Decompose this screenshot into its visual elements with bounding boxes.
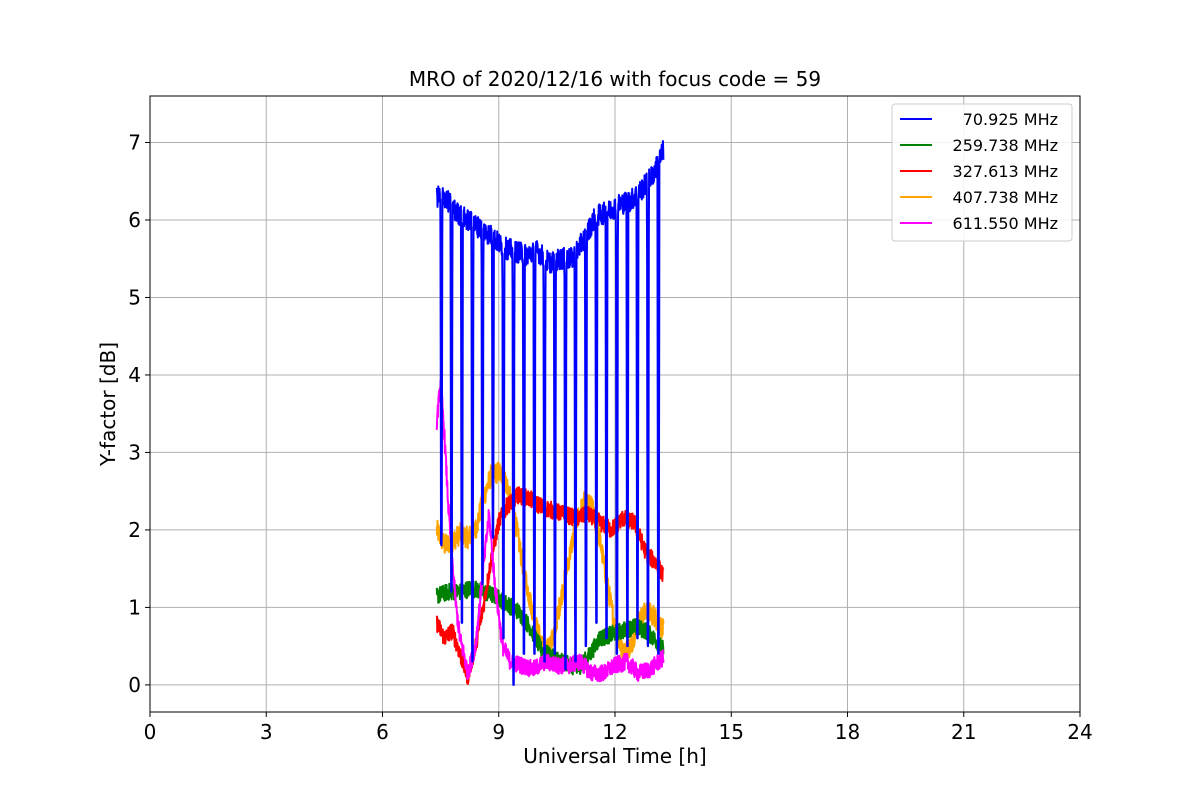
x-tick-label: 6: [376, 720, 389, 744]
plot-series: [435, 140, 665, 686]
y-tick-label: 0: [128, 673, 141, 697]
x-tick-label: 3: [260, 720, 273, 744]
x-tick-label: 9: [492, 720, 505, 744]
x-tick-label: 0: [144, 720, 157, 744]
legend-label: 407.738 MHz: [953, 188, 1058, 207]
legend-label: 259.738 MHz: [953, 136, 1058, 155]
y-tick-label: 1: [128, 595, 141, 619]
chart-title: MRO of 2020/12/16 with focus code = 59: [409, 67, 821, 91]
y-axis-label: Y-factor [dB]: [96, 342, 120, 467]
x-tick-label: 24: [1067, 720, 1092, 744]
x-tick-label: 12: [602, 720, 627, 744]
y-tick-label: 5: [128, 285, 141, 309]
legend-label: 327.613 MHz: [953, 162, 1058, 181]
y-tick-label: 7: [128, 130, 141, 154]
y-tick-label: 4: [128, 363, 141, 387]
y-tick-label: 2: [128, 518, 141, 542]
legend-label: 70.925 MHz: [963, 110, 1058, 129]
series-line-2: [435, 580, 665, 676]
y-tick-label: 3: [128, 440, 141, 464]
x-tick-label: 15: [719, 720, 744, 744]
legend-box: [891, 103, 1073, 242]
x-tick-label: 21: [951, 720, 976, 744]
x-axis-label: Universal Time [h]: [523, 744, 706, 768]
series-line-1: [435, 140, 665, 686]
legend: 70.925 MHz 259.738 MHz 327.613 MHz 407.738 …: [891, 103, 1073, 242]
x-tick-label: 18: [835, 720, 860, 744]
legend-label: 611.550 MHz: [953, 214, 1058, 233]
y-tick-label: 6: [128, 208, 141, 232]
series-line-5: [435, 379, 665, 683]
